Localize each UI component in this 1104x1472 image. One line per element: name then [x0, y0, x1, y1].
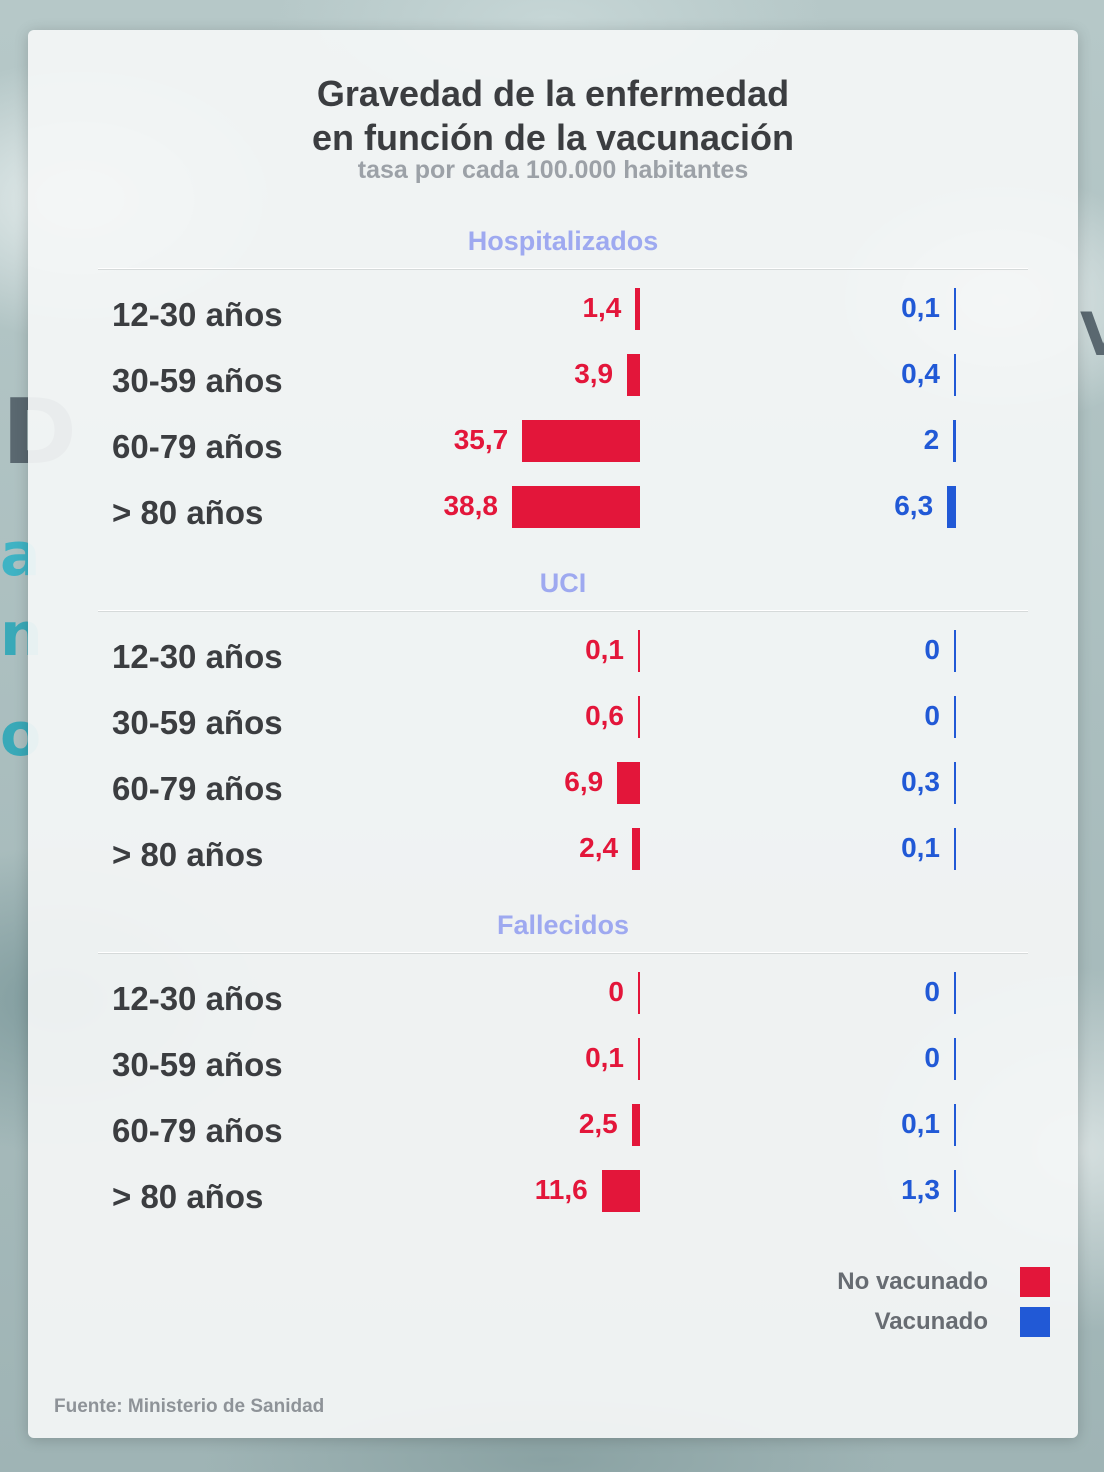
bar-vacunado [954, 828, 956, 870]
chart-title-line-1: Gravedad de la enfermedad [316, 73, 790, 114]
bar-vacunado [954, 630, 956, 672]
category-label: > 80 años [112, 1178, 264, 1215]
category-label: 30-59 años [112, 362, 283, 399]
value-label-vacunado: 0 [924, 1042, 940, 1073]
category-label: 60-79 años [112, 770, 283, 807]
panel-fallecidos: Fallecidos 12-30 años 0 0 30-59 años 0,1 0 60-7… [98, 910, 1028, 1240]
value-label-no-vacunado: 1,4 [582, 292, 622, 323]
bar-vacunado [954, 288, 956, 330]
category-label: 60-79 años [112, 1112, 283, 1149]
category-label: > 80 años [112, 836, 264, 873]
panel-title: UCI [539, 568, 587, 598]
value-label-vacunado: 0,4 [901, 358, 940, 389]
legend-item-vacunado: Vacunado [837, 1302, 1050, 1342]
chart-row: 60-79 años 2,5 0,1 [98, 1104, 1028, 1164]
bar-vacunado [954, 1104, 956, 1146]
chart-row: 30-59 años 3,9 0,4 [98, 354, 1028, 414]
value-label-vacunado: 0 [924, 634, 940, 665]
category-label: 12-30 años [112, 638, 283, 675]
legend-swatch-no-vacunado [1020, 1267, 1050, 1297]
bar-no-vacunado [631, 1104, 640, 1146]
value-label-no-vacunado: 2,5 [578, 1108, 618, 1139]
bar-no-vacunado [635, 288, 640, 330]
value-label-vacunado: 0,1 [901, 1108, 940, 1139]
bar-no-vacunado [511, 486, 640, 528]
chart-row: 60-79 años 6,9 0,3 [98, 762, 1028, 822]
bar-vacunado [947, 486, 956, 528]
chart-row: 12-30 años 0 0 [98, 972, 1028, 1032]
source-note: Fuente: Ministerio de Sanidad [54, 1396, 325, 1417]
legend-label-vacunado: Vacunado [874, 1308, 988, 1335]
bar-no-vacunado [638, 630, 640, 672]
infographic-card: Gravedad de la enfermedad en función de … [28, 30, 1078, 1438]
value-label-vacunado: 0,1 [901, 292, 940, 323]
chart-title: Gravedad de la enfermedad en función de … [28, 72, 1078, 160]
chart-row: > 80 años 11,6 1,3 [98, 1170, 1028, 1230]
value-label-vacunado: 0 [924, 700, 940, 731]
category-label: 30-59 años [112, 1046, 283, 1083]
panel-divider [98, 952, 1028, 953]
panel-divider [98, 268, 1028, 269]
value-label-no-vacunado: 38,8 [443, 490, 498, 521]
panel-uci: UCI 12-30 años 0,1 0 30-59 años 0,6 0 60-79 año… [98, 568, 1028, 898]
value-label-no-vacunado: 0,1 [585, 634, 624, 665]
bar-no-vacunado [627, 354, 640, 396]
value-label-no-vacunado: 3,9 [574, 358, 614, 389]
value-label-no-vacunado: 11,6 [534, 1174, 588, 1205]
chart-row: > 80 años 38,8 6,3 [98, 486, 1028, 546]
chart-row: 30-59 años 0,1 0 [98, 1038, 1028, 1098]
panel-hospitalizados: Hospitalizados 12-30 años 1,4 0,1 30-59 años… [98, 226, 1028, 556]
bar-vacunado [954, 762, 956, 804]
value-label-vacunado: 2 [923, 424, 940, 455]
value-label-no-vacunado: 2,4 [579, 832, 619, 863]
legend-label-no-vacunado: No vacunado [837, 1268, 988, 1295]
value-label-no-vacunado: 0 [608, 976, 624, 1007]
chart-row: 60-79 años 35,7 2 [98, 420, 1028, 480]
panel-title: Fallecidos [496, 910, 630, 940]
chart-row: > 80 años 2,4 0,1 [98, 828, 1028, 888]
value-label-no-vacunado: 0,1 [585, 1042, 624, 1073]
value-label-vacunado: 6,3 [894, 490, 934, 521]
legend-item-no-vacunado: No vacunado [837, 1262, 1050, 1302]
legend-swatch-vacunado [1020, 1307, 1050, 1337]
bar-vacunado [953, 420, 956, 462]
bar-no-vacunado [632, 828, 640, 870]
background-decoration: V [1080, 300, 1104, 370]
category-label: 30-59 años [112, 704, 283, 741]
bar-no-vacunado [617, 762, 640, 804]
panel-title: Hospitalizados [467, 226, 659, 256]
bar-vacunado [954, 972, 956, 1014]
value-label-vacunado: 1,3 [901, 1174, 940, 1205]
value-label-no-vacunado: 0,6 [585, 700, 624, 731]
bar-no-vacunado [638, 1038, 640, 1080]
bar-vacunado [954, 354, 956, 396]
bar-no-vacunado [601, 1170, 640, 1212]
value-label-no-vacunado: 35,7 [453, 424, 509, 455]
category-label: 12-30 años [112, 296, 283, 333]
category-label: > 80 años [112, 494, 264, 531]
legend: No vacunado Vacunado [837, 1262, 1050, 1342]
bar-no-vacunado [638, 972, 640, 1014]
category-label: 60-79 años [112, 428, 283, 465]
bar-vacunado [954, 1038, 956, 1080]
category-label: 12-30 años [112, 980, 283, 1017]
value-label-no-vacunado: 6,9 [564, 766, 604, 797]
panel-divider [98, 610, 1028, 611]
bar-vacunado [954, 1170, 956, 1212]
chart-subtitle: tasa por cada 100.000 habitantes [357, 156, 749, 184]
chart-row: 12-30 años 0,1 0 [98, 630, 1028, 690]
chart-row: 12-30 años 1,4 0,1 [98, 288, 1028, 348]
value-label-vacunado: 0,3 [901, 766, 940, 797]
value-label-vacunado: 0,1 [901, 832, 940, 863]
value-label-vacunado: 0 [924, 976, 940, 1007]
bar-no-vacunado [638, 696, 640, 738]
chart-row: 30-59 años 0,6 0 [98, 696, 1028, 756]
chart-title-line-2: en función de la vacunación [311, 117, 795, 158]
bar-no-vacunado [522, 420, 640, 462]
bar-vacunado [954, 696, 956, 738]
